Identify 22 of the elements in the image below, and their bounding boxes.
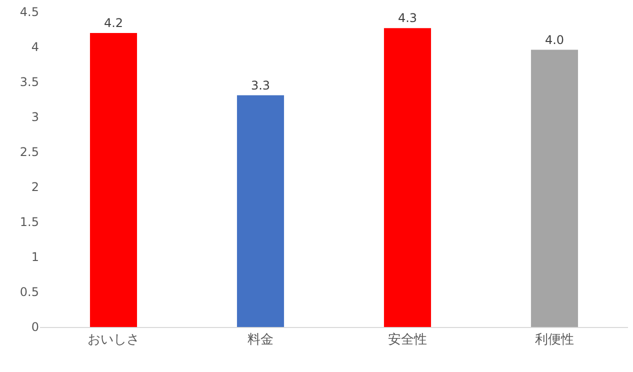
x-tick-label: おいしさ xyxy=(88,332,140,348)
data-label: 3.3 xyxy=(250,78,270,92)
bar xyxy=(384,28,432,327)
bar xyxy=(530,50,578,327)
y-tick-label: 3.5 xyxy=(20,75,39,90)
y-tick-label: 2 xyxy=(31,180,39,194)
data-label: 4.0 xyxy=(544,32,564,47)
data-label: 4.2 xyxy=(104,16,124,30)
y-tick-label: 1.5 xyxy=(20,215,39,230)
x-tick-label: 料金 xyxy=(248,332,274,348)
bar xyxy=(236,95,284,327)
y-tick-label: 4.5 xyxy=(20,5,39,20)
y-tick-label: 3 xyxy=(31,110,39,124)
y-tick-label: 4 xyxy=(31,40,39,54)
bar xyxy=(90,33,138,327)
x-tick-label: 安全性 xyxy=(388,332,427,348)
y-tick-label: 0.5 xyxy=(20,285,39,300)
y-tick-label: 0 xyxy=(31,320,39,334)
x-tick-label: 利便性 xyxy=(535,332,574,348)
data-label: 4.3 xyxy=(398,11,418,26)
y-tick-label: 2.5 xyxy=(20,145,39,160)
y-tick-label: 1 xyxy=(31,250,39,264)
